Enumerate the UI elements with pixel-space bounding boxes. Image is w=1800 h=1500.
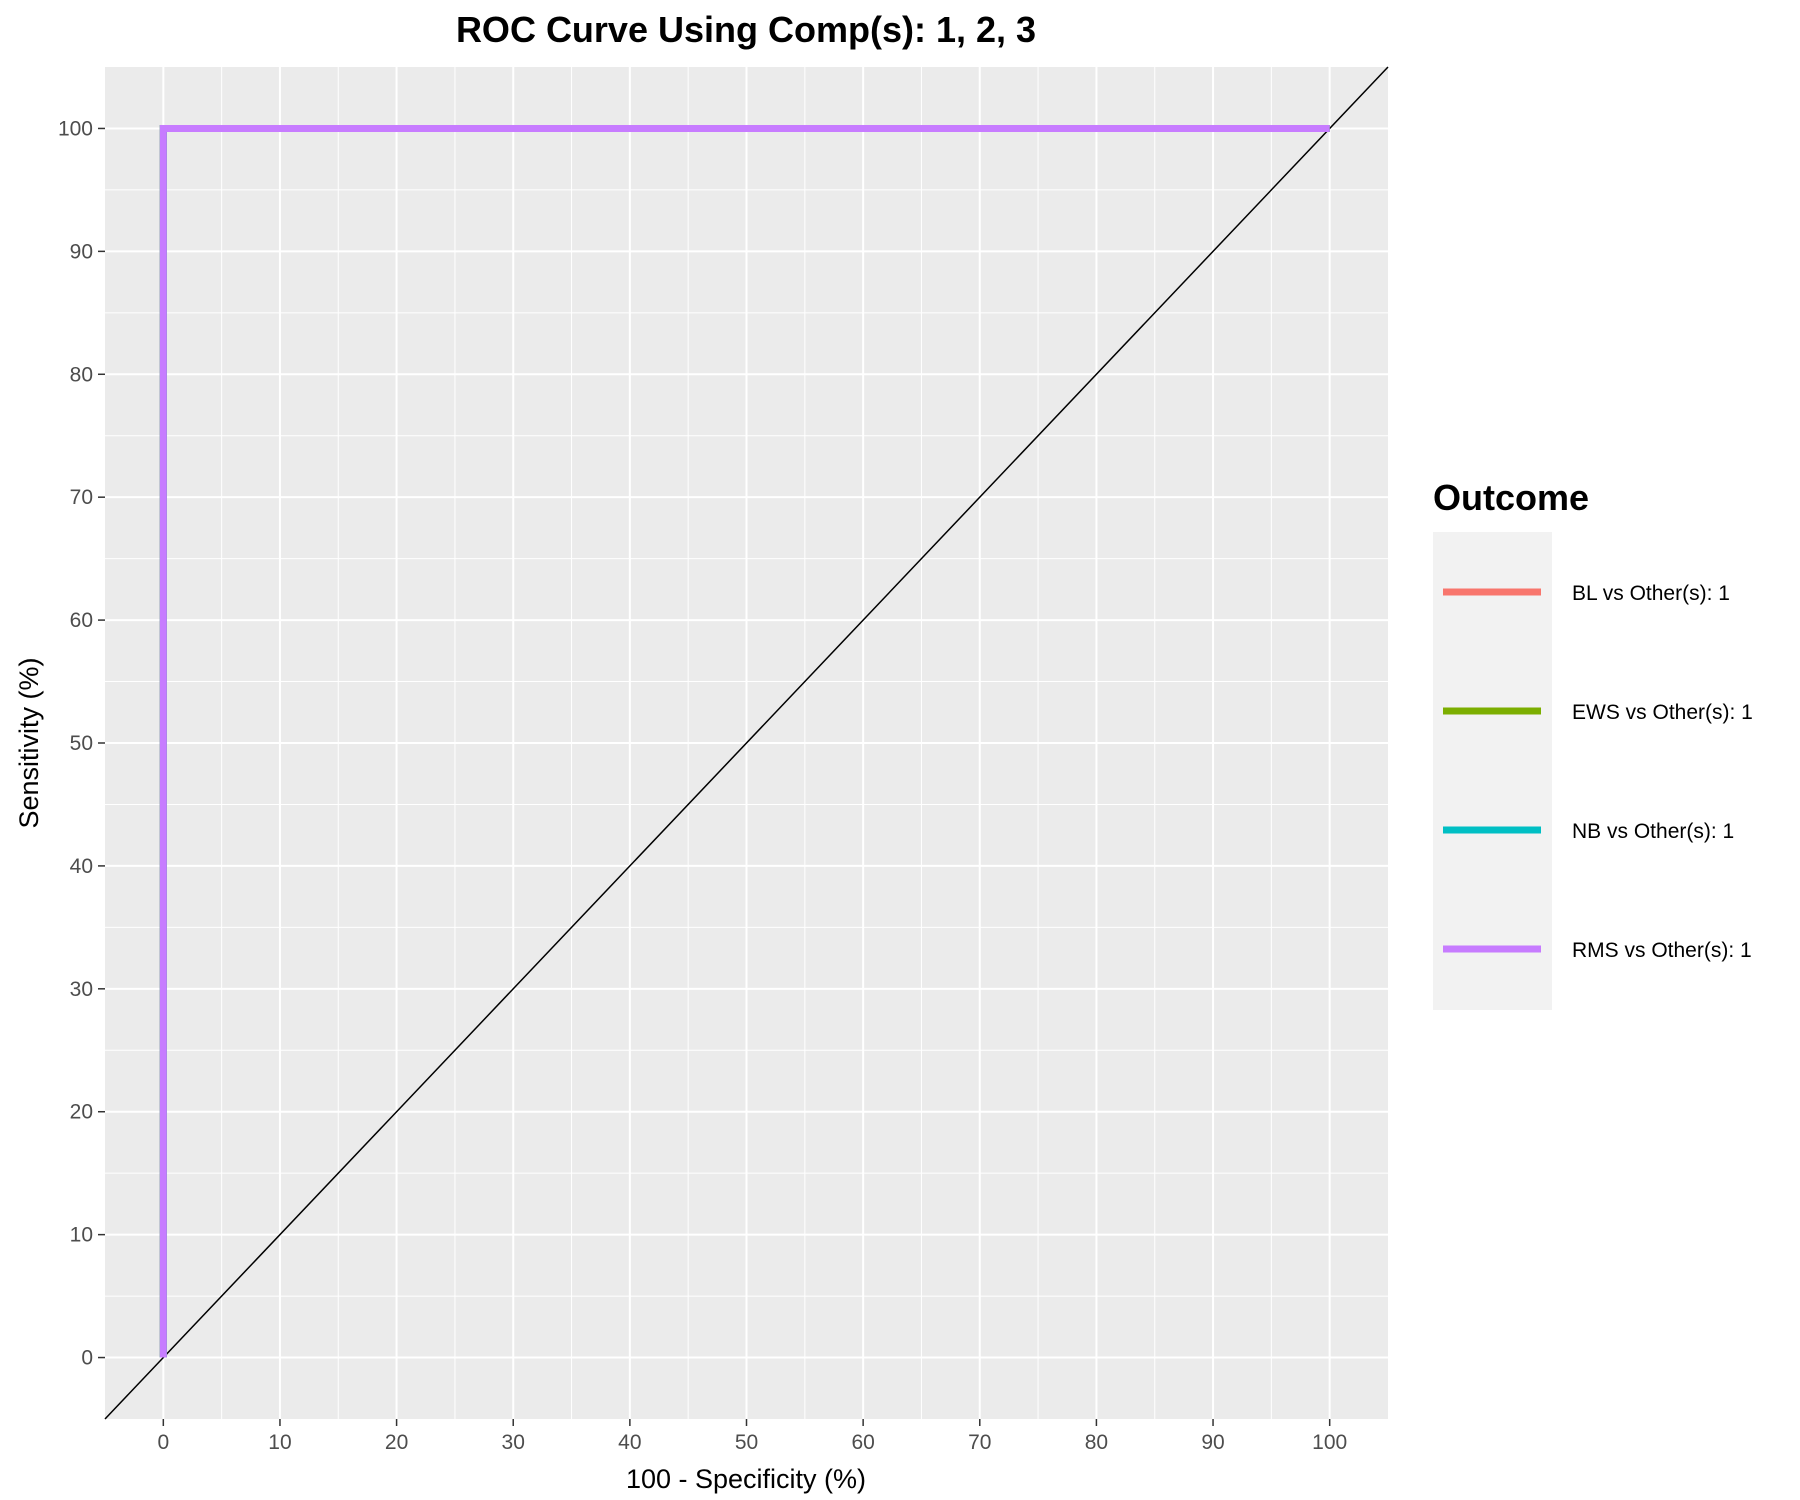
y-tick-label: 20: [70, 1101, 93, 1124]
legend-label-2: NB vs Other(s): 1: [1572, 820, 1734, 843]
y-tick-label: 10: [70, 1224, 93, 1247]
x-axis: 0 10 20 30 40 50 60 70 80 90 100: [157, 1419, 1347, 1454]
y-tick-label: 100: [58, 117, 93, 140]
y-tick-label: 0: [81, 1347, 93, 1370]
legend-title: Outcome: [1433, 477, 1589, 518]
legend: Outcome BL vs Other(s): 1 EWS vs Other(s)…: [1433, 477, 1753, 1010]
x-tick-label: 30: [502, 1431, 525, 1454]
y-axis-title: Sensitivity (%): [14, 657, 44, 828]
x-tick-label: 10: [268, 1431, 291, 1454]
y-tick-label: 90: [70, 240, 93, 263]
chart-title: ROC Curve Using Comp(s): 1, 2, 3: [456, 9, 1036, 50]
legend-label-3: RMS vs Other(s): 1: [1572, 939, 1752, 962]
x-tick-label: 90: [1201, 1431, 1224, 1454]
series-layer: [159, 124, 1330, 1358]
x-tick-label: 50: [735, 1431, 758, 1454]
x-tick-label: 60: [851, 1431, 874, 1454]
y-tick-label: 80: [70, 363, 93, 386]
x-tick-label: 80: [1085, 1431, 1108, 1454]
y-tick-label: 30: [70, 978, 93, 1001]
reference-diagonal-line: [104, 66, 1389, 1420]
legend-label-1: EWS vs Other(s): 1: [1572, 701, 1753, 724]
x-tick-label: 20: [385, 1431, 408, 1454]
legend-items: BL vs Other(s): 1 EWS vs Other(s): 1 NB vs…: [1443, 582, 1753, 962]
x-axis-title: 100 - Specificity (%): [626, 1464, 866, 1494]
legend-label-0: BL vs Other(s): 1: [1572, 582, 1730, 605]
series-line-3: [159, 124, 1330, 1358]
x-tick-label: 70: [968, 1431, 991, 1454]
y-axis: 0 10 20 30 40 50 60 70 80 90 100: [58, 117, 105, 1370]
x-tick-label: 100: [1312, 1431, 1347, 1454]
x-tick-label: 0: [157, 1431, 169, 1454]
x-tick-label: 40: [618, 1431, 641, 1454]
y-tick-label: 40: [70, 855, 93, 878]
y-tick-label: 60: [70, 609, 93, 632]
y-tick-label: 70: [70, 486, 93, 509]
y-tick-label: 50: [70, 732, 93, 755]
legend-key-background: [1433, 532, 1552, 1010]
